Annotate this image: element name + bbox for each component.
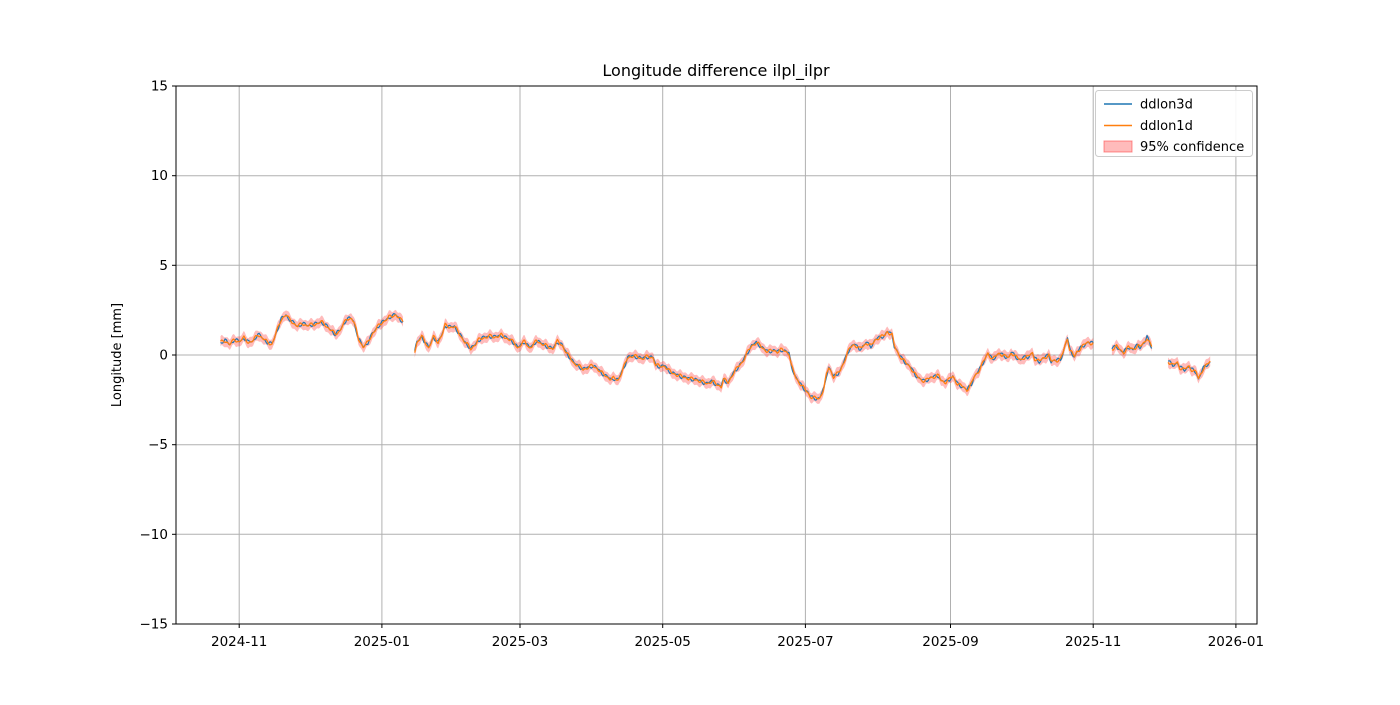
legend: ddlon3d ddlon1d 95% confidence: [1095, 90, 1253, 157]
legend-item-ddlon3d: ddlon3d: [1104, 98, 1193, 113]
y-tick-label: 0: [159, 348, 168, 364]
y-tick-label: 15: [151, 79, 168, 95]
legend-item-confidence: 95% confidence: [1103, 140, 1244, 155]
legend-label-ddlon1d: ddlon1d: [1140, 119, 1193, 134]
y-tick-label: −10: [140, 527, 169, 543]
legend-patch-swatch-confidence: [1103, 140, 1133, 153]
x-tick-label: 2025-03: [492, 634, 548, 650]
x-tick-label: 2024-11: [211, 634, 267, 650]
legend-box: [1095, 90, 1253, 157]
gridlines: [176, 85, 1257, 625]
data-series-layer: [220, 309, 1211, 404]
confidence-band: [1111, 334, 1152, 359]
y-tick-label: 10: [151, 168, 168, 184]
x-tick-label: 2026-01: [1208, 634, 1264, 650]
y-axis-label: Longitude [mm]: [110, 303, 125, 407]
chart-title: Longitude difference ilpl_ilpr: [602, 61, 830, 81]
x-tick-label: 2025-01: [354, 634, 410, 650]
y-tick-label: −5: [148, 437, 168, 453]
y-tick-label: −15: [140, 617, 169, 633]
legend-label-confidence: 95% confidence: [1140, 140, 1244, 155]
x-tick-label: 2025-05: [634, 634, 690, 650]
x-tick-label: 2025-11: [1065, 634, 1121, 650]
confidence-band: [414, 318, 1094, 404]
plot-frame: [175, 85, 1258, 625]
y-tick-label: 5: [159, 258, 168, 274]
x-tick-label: 2025-07: [777, 634, 833, 650]
legend-item-ddlon1d: ddlon1d: [1104, 119, 1193, 134]
series-ddlon1d-line: [220, 314, 404, 349]
legend-label-ddlon3d: ddlon3d: [1140, 98, 1193, 113]
series-ddlon1d-line: [414, 322, 1094, 400]
series-ddlon1d-line: [1111, 338, 1153, 355]
series-ddlon1d-line: [1167, 360, 1211, 380]
series-ddlon3d-line: [414, 324, 1094, 401]
x-tick-label: 2025-09: [922, 634, 978, 650]
axes-frame-and-ticks: 2024-11 2025-01 2025-03 2025-05 2025-07 2025-…: [140, 79, 1265, 651]
